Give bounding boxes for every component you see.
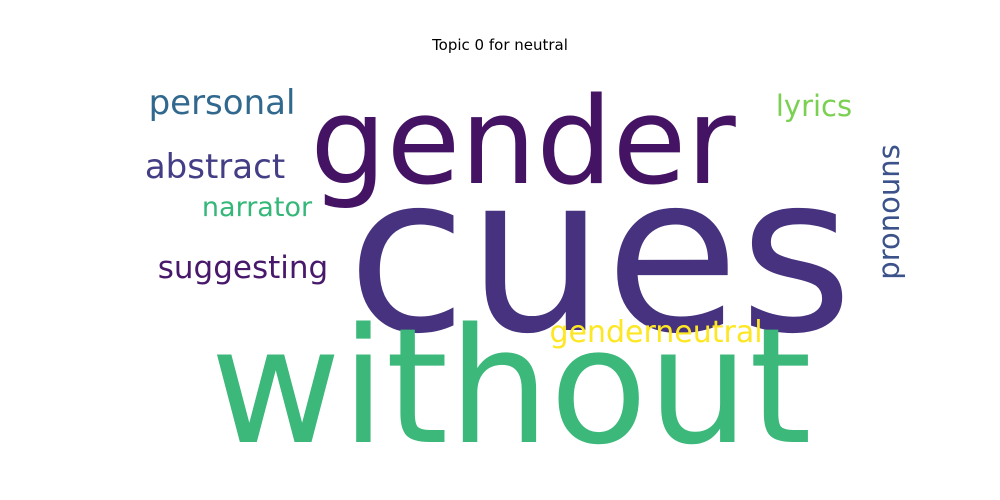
word-narrator: narrator <box>202 192 313 223</box>
word-personal: personal <box>149 83 296 123</box>
word-without: without <box>210 293 811 480</box>
word-lyrics: lyrics <box>776 89 852 123</box>
word-cues: cues <box>347 129 853 382</box>
word-pronouns: pronouns <box>872 144 906 279</box>
word-gender: gender <box>310 73 736 212</box>
word-abstract: abstract <box>145 147 285 187</box>
word-genderneutral: genderneutral <box>549 315 762 350</box>
chart-title: Topic 0 for neutral <box>432 36 568 54</box>
word-suggesting: suggesting <box>158 250 328 286</box>
